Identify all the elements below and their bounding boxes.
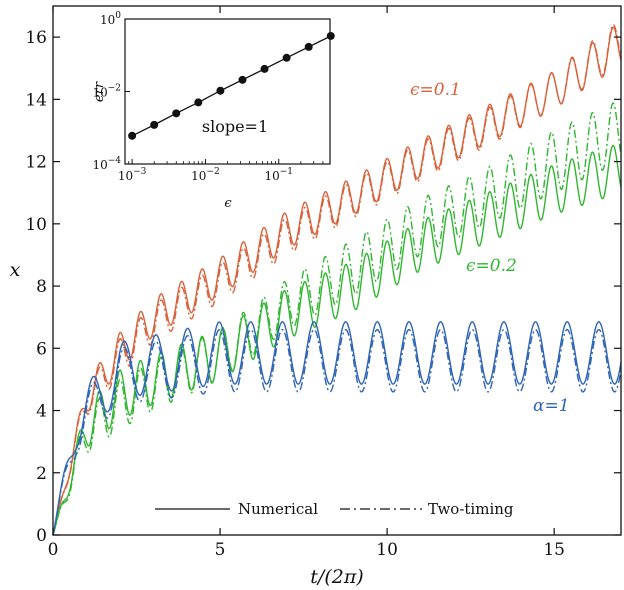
series-line-2 <box>52 144 622 536</box>
inset-x-tick-label: 10−3 <box>118 167 147 183</box>
inset-data-point <box>282 53 291 62</box>
x-tick-label: 5 <box>215 540 226 560</box>
inset-data-point <box>150 120 159 129</box>
y-tick-label: 0 <box>36 526 47 546</box>
inset-background <box>124 18 331 165</box>
y-tick-label: 14 <box>25 90 47 110</box>
inset-y-tick-label: 100 <box>100 11 121 27</box>
legend-label-two-timing: Two-timing <box>428 500 514 518</box>
inset-x-axis-label: ϵ <box>224 196 232 211</box>
inset-y-axis-label: err <box>92 81 107 102</box>
inset-data-point <box>238 75 247 84</box>
inset-data-point <box>216 86 225 95</box>
x-tick-label: 15 <box>543 540 565 560</box>
inset-x-tick-label: 10−2 <box>191 167 220 183</box>
inset-fit-line <box>131 35 332 137</box>
y-tick-label: 4 <box>36 402 47 422</box>
annotation-eps-0-1: ϵ=0.1 <box>410 80 461 100</box>
annotation-eps-0-2-text: ϵ=0.2 <box>466 256 517 276</box>
series-line-4 <box>52 321 622 536</box>
y-tick-label: 10 <box>25 215 47 235</box>
inset-data-point <box>194 98 203 107</box>
series-group <box>52 23 622 536</box>
inset-slope-annotation: slope=1 <box>202 117 268 136</box>
x-axis-label: t/(2π) <box>310 566 363 588</box>
inset-data-point <box>326 31 335 40</box>
annotation-alpha-1: α=1 <box>533 396 570 416</box>
plot-area-frame <box>52 5 622 536</box>
series-line-1 <box>52 23 622 536</box>
inset-data-point <box>128 131 137 140</box>
series-line-5 <box>52 328 622 536</box>
y-tick-label: 6 <box>36 339 47 359</box>
axis-ticks: 0 5 10 15 0 2 4 6 8 10 12 14 16 <box>25 6 621 560</box>
inset-x-tick-label: 10−1 <box>264 167 293 183</box>
series-line-3 <box>52 102 622 536</box>
inset-data-point <box>260 64 269 73</box>
annotation-eps-0-1-text: ϵ=0.1 <box>410 80 461 100</box>
y-tick-label: 12 <box>25 153 47 173</box>
y-tick-label: 16 <box>25 28 47 48</box>
y-tick-label: 8 <box>36 277 47 297</box>
y-axis-label: x <box>10 259 21 281</box>
inset-data-point <box>304 42 313 51</box>
annotation-alpha-1-text: α=1 <box>533 396 570 416</box>
x-tick-label: 0 <box>48 540 59 560</box>
inset-y-tick-label: 10−2 <box>92 84 121 100</box>
y-tick-label: 2 <box>36 464 47 484</box>
annotation-eps-0-2: ϵ=0.2 <box>466 256 517 276</box>
x-tick-label: 10 <box>376 540 398 560</box>
inset-data-point <box>172 109 181 118</box>
inset-y-tick-label: 10−4 <box>92 156 121 172</box>
inset-content: 10−3 10−2 10−1 10−4 10−2 100 <box>92 11 335 183</box>
inset-chart: 10−3 10−2 10−1 10−4 10−2 100 ϵ err slope=1 <box>92 11 335 211</box>
legend: Numerical Two-timing <box>155 500 514 518</box>
legend-label-numerical: Numerical <box>238 500 318 518</box>
